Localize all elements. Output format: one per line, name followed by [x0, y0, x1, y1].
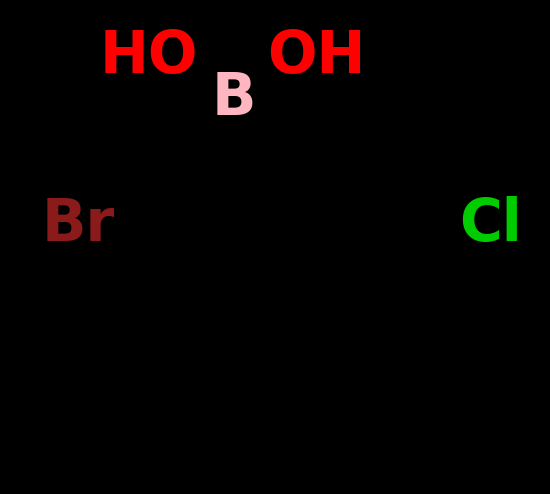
Text: Cl: Cl [459, 196, 522, 253]
Text: Br: Br [41, 196, 114, 253]
Text: B: B [212, 70, 256, 127]
Text: OH: OH [267, 28, 365, 85]
Text: HO: HO [100, 28, 197, 85]
